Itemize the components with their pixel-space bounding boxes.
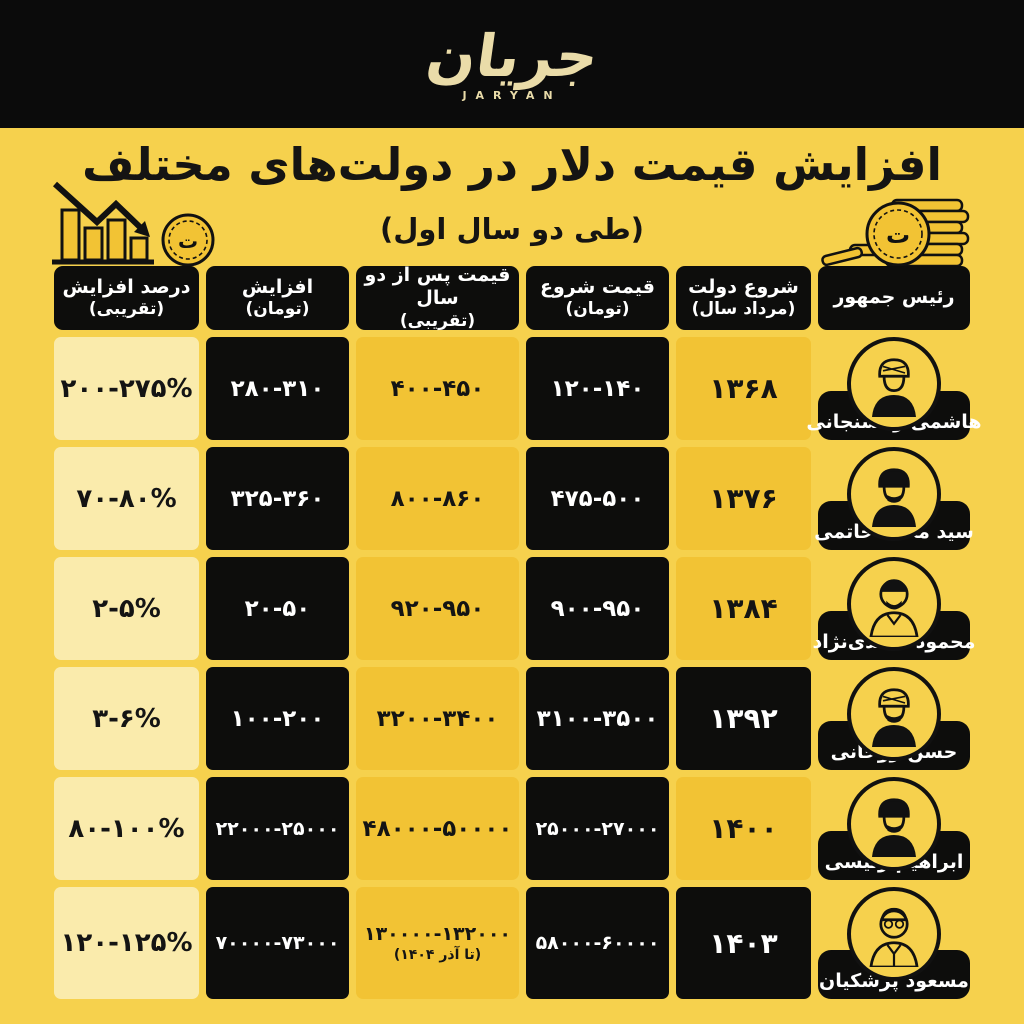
coin-icon: ت [160, 212, 216, 272]
start-price-cell: ۵۸۰۰۰-۶۰۰۰۰ [526, 887, 669, 999]
percent-increase-cell: ۷۰-۸۰% [54, 447, 199, 550]
coin-stack-icon: ت [820, 192, 975, 278]
column-header-president: رئیس جمهور [818, 266, 970, 330]
header-sublabel: (مرداد سال) [691, 299, 796, 320]
president-avatar [847, 447, 941, 541]
page-title: افزایش قیمت دلار در دولت‌های مختلف [82, 138, 942, 191]
header-label: قیمت پس از دو سال [364, 263, 511, 310]
header-label: افزایش [241, 275, 314, 298]
president-avatar [847, 667, 941, 761]
increase-cell: ۲۰-۵۰ [206, 557, 349, 660]
increase-cell: ۳۲۵-۳۶۰ [206, 447, 349, 550]
column-header-start-price: قیمت شروع (تومان) [526, 266, 669, 330]
year-cell: ۱۴۰۳ [676, 887, 811, 999]
year-cell: ۱۴۰۰ [676, 777, 811, 880]
declining-bar-chart-icon [50, 180, 162, 272]
president-avatar [847, 337, 941, 431]
start-price-cell: ۴۷۵-۵۰۰ [526, 447, 669, 550]
president-cell: سید محمد خاتمی [814, 447, 974, 550]
price-after-2y-note: (تا آذر ۱۴۰۴) [393, 947, 482, 963]
president-cell: مسعود پزشکیان [818, 887, 970, 999]
increase-cell: ۲۲۰۰۰-۲۵۰۰۰ [206, 777, 349, 880]
president-avatar [847, 887, 941, 981]
header-label: درصد افزایش [62, 275, 191, 298]
page-subtitle: (طی دو سال اول) [379, 212, 645, 246]
percent-increase-cell: ۲۰۰-۲۷۵% [54, 337, 199, 440]
svg-text:ت: ت [178, 229, 198, 253]
president-avatar [847, 557, 941, 651]
start-price-cell: ۳۱۰۰-۳۵۰۰ [526, 667, 669, 770]
year-cell: ۱۳۸۴ [676, 557, 811, 660]
jaryan-logo-wordmark: جریان [421, 21, 603, 90]
price-after-2y-value: ۴۸۰۰۰-۵۰۰۰۰ [362, 815, 513, 842]
dollar-price-table: رئیس جمهور شروع دولت (مرداد سال) قیمت شر… [54, 263, 982, 999]
price-after-2y-value: ۴۰۰-۴۵۰ [390, 375, 485, 402]
column-header-increase: افزایش (تومان) [206, 266, 349, 330]
header-sublabel: (تومان) [565, 299, 630, 320]
price-after-2y-cell: ۸۰۰-۸۶۰ [356, 447, 519, 550]
header-label: رئیس جمهور [833, 286, 955, 309]
price-after-2y-cell: ۳۲۰۰-۳۴۰۰ [356, 667, 519, 770]
jaryan-logo-caption: JARYAN [462, 88, 562, 102]
price-after-2y-cell: ۴۸۰۰۰-۵۰۰۰۰ [356, 777, 519, 880]
price-after-2y-cell: ۹۲۰-۹۵۰ [356, 557, 519, 660]
president-cell: حسن روحانی [818, 667, 970, 770]
top-brand-bar: جریان JARYAN [0, 0, 1024, 128]
jaryan-logo: جریان JARYAN [422, 22, 603, 102]
president-cell: ابراهیم رئیسی [818, 777, 970, 880]
price-after-2y-cell: ۴۰۰-۴۵۰ [356, 337, 519, 440]
price-after-2y-value: ۸۰۰-۸۶۰ [390, 485, 485, 512]
start-price-cell: ۱۲۰-۱۴۰ [526, 337, 669, 440]
president-cell: محمود احمدی‌نژاد [812, 557, 976, 660]
percent-increase-cell: ۲-۵% [54, 557, 199, 660]
start-price-cell: ۲۵۰۰۰-۲۷۰۰۰ [526, 777, 669, 880]
year-cell: ۱۳۹۲ [676, 667, 811, 770]
start-price-cell: ۹۰۰-۹۵۰ [526, 557, 669, 660]
increase-cell: ۲۸۰-۳۱۰ [206, 337, 349, 440]
header-label: قیمت شروع [540, 275, 655, 298]
percent-increase-cell: ۳-۶% [54, 667, 199, 770]
column-header-year: شروع دولت (مرداد سال) [676, 266, 811, 330]
year-cell: ۱۳۷۶ [676, 447, 811, 550]
header-sublabel: (تقریبی) [399, 311, 476, 332]
column-header-price-after-2y: قیمت پس از دو سال (تقریبی) [356, 263, 519, 332]
president-cell: هاشمی رفسنجانی [806, 337, 982, 440]
header-sublabel: (تومان) [245, 299, 310, 320]
increase-cell: ۱۰۰-۲۰۰ [206, 667, 349, 770]
svg-text:ت: ت [886, 221, 910, 249]
percent-increase-cell: ۱۲۰-۱۲۵% [54, 887, 199, 999]
year-cell: ۱۳۶۸ [676, 337, 811, 440]
increase-cell: ۷۰۰۰۰-۷۳۰۰۰ [206, 887, 349, 999]
price-after-2y-value: ۹۲۰-۹۵۰ [390, 595, 485, 622]
president-avatar [847, 777, 941, 871]
header-sublabel: (تقریبی) [88, 299, 165, 320]
price-after-2y-cell: ۱۳۰۰۰۰-۱۳۲۰۰۰ (تا آذر ۱۴۰۴) [356, 887, 519, 999]
percent-increase-cell: ۸۰-۱۰۰% [54, 777, 199, 880]
header-label: شروع دولت [688, 275, 799, 298]
price-after-2y-value: ۱۳۰۰۰۰-۱۳۲۰۰۰ [363, 923, 512, 945]
column-header-percent-increase: درصد افزایش (تقریبی) [54, 266, 199, 330]
price-after-2y-value: ۳۲۰۰-۳۴۰۰ [376, 705, 499, 732]
